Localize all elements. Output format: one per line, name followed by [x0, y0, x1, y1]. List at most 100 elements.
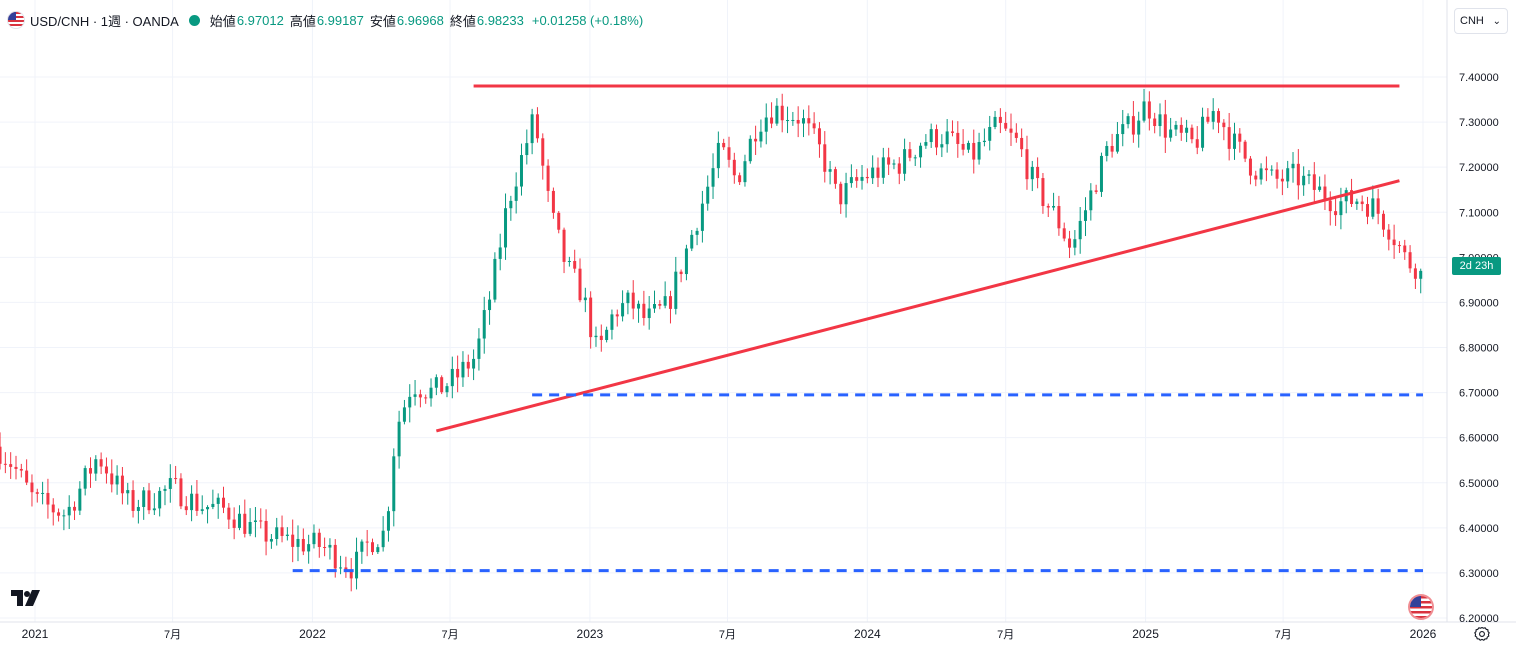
candle-body [1169, 129, 1173, 138]
candle-body [168, 478, 172, 489]
candlestick-series [0, 88, 1423, 592]
candle-body [844, 183, 848, 205]
candle-body [674, 271, 678, 309]
candle-body [801, 118, 805, 124]
time-axis-tick-label: 7月 [719, 629, 736, 641]
candle-body [200, 509, 204, 511]
candle-body [1052, 206, 1056, 208]
candle-body [1062, 228, 1066, 239]
price-axis-tick-label: 6.20000 [1459, 613, 1499, 625]
candle-body [120, 475, 124, 494]
candle-body [711, 168, 715, 187]
candle-body [136, 506, 140, 511]
candle-body [301, 538, 305, 552]
candle-body [243, 513, 247, 534]
candle-body [184, 506, 188, 511]
candle-body [679, 271, 683, 275]
candle-body [780, 105, 784, 121]
candle-body [1318, 186, 1322, 190]
candle-body [663, 296, 667, 306]
candle-body [1291, 163, 1295, 169]
open-label: 始値 [209, 13, 236, 29]
symbol-title[interactable]: USD/CNH · 1週 · OANDA [30, 13, 179, 29]
candle-body [296, 538, 300, 547]
high-label: 高値 [289, 13, 316, 29]
candle-body [1020, 137, 1024, 150]
candle-body [610, 314, 614, 330]
candle-body [370, 542, 374, 553]
candle-body [456, 368, 460, 378]
candle-body [1387, 229, 1391, 240]
candle-body [860, 176, 864, 181]
candle-body [1392, 239, 1396, 246]
candle-body [1280, 178, 1284, 182]
time-axis-labels: 2021 7月 2022 7月 2023 7月 2024 7月 2025 7月 2026 [22, 627, 1437, 641]
candle-body [466, 361, 470, 369]
candle-body [1419, 270, 1423, 279]
price-axis-labels: 7.400007.300007.200007.100007.000006.900… [1459, 72, 1499, 625]
candle-body [174, 478, 178, 480]
candle-body [653, 304, 657, 309]
candle-body [1227, 127, 1231, 149]
candle-body [1195, 139, 1199, 148]
candle-body [450, 368, 454, 387]
currency-value: CNH [1460, 15, 1484, 27]
candle-body [1334, 211, 1338, 216]
candle-body [796, 119, 800, 124]
candle-body [770, 117, 774, 124]
candle-body [99, 459, 103, 467]
candle-body [158, 490, 162, 509]
candle-body [1105, 145, 1109, 156]
candle-body [839, 183, 843, 205]
tradingview-logo-icon[interactable] [11, 590, 43, 608]
candle-body [195, 493, 199, 511]
candle-body [376, 547, 380, 553]
symbol-legend: USD/CNH · 1週 · OANDA 始値 6.97012 高値 6.991… [8, 10, 643, 30]
candle-body [1030, 166, 1034, 180]
candle-body [147, 490, 151, 511]
price-axis-tick-label: 6.30000 [1459, 568, 1499, 580]
candle-body [163, 488, 167, 491]
candle-body [14, 466, 18, 469]
candle-body [1084, 210, 1088, 221]
us-flag-icon[interactable] [1410, 596, 1432, 618]
candle-body [317, 532, 321, 548]
candle-body [1312, 174, 1316, 190]
candle-body [1110, 145, 1114, 152]
candle-body [9, 464, 13, 467]
candle-body [1366, 204, 1370, 217]
candle-body [1025, 149, 1029, 180]
candle-body [759, 131, 763, 142]
candle-body [833, 169, 837, 184]
gear-icon[interactable] [1474, 626, 1490, 642]
candle-body [1137, 120, 1141, 135]
candle-body [589, 297, 593, 338]
candle-body [668, 296, 672, 309]
candle-body [1089, 190, 1093, 211]
candle-body [695, 230, 699, 235]
candle-body [227, 507, 231, 520]
candle-body [333, 544, 337, 569]
candle-body [881, 157, 885, 178]
time-axis-tick-label: 2025 [1132, 627, 1159, 641]
candle-body [903, 149, 907, 174]
market-status-dot-icon[interactable] [188, 14, 200, 26]
candle-body [1179, 124, 1183, 133]
candle-body [1275, 169, 1279, 179]
candle-body [546, 165, 550, 191]
price-axis-tick-label: 7.10000 [1459, 207, 1499, 219]
candle-body [30, 482, 34, 493]
close-value: 6.98233 [476, 12, 524, 28]
candle-body [998, 116, 1002, 123]
candle-body [307, 544, 311, 552]
candle-body [716, 142, 720, 169]
candle-body [1360, 201, 1364, 205]
candle-body [1371, 198, 1375, 217]
candle-body [573, 260, 577, 269]
candle-body [1041, 178, 1045, 206]
currency-selector[interactable]: CNH ⌄ [1454, 8, 1508, 34]
candle-body [1381, 213, 1385, 230]
candle-body [1057, 206, 1061, 229]
